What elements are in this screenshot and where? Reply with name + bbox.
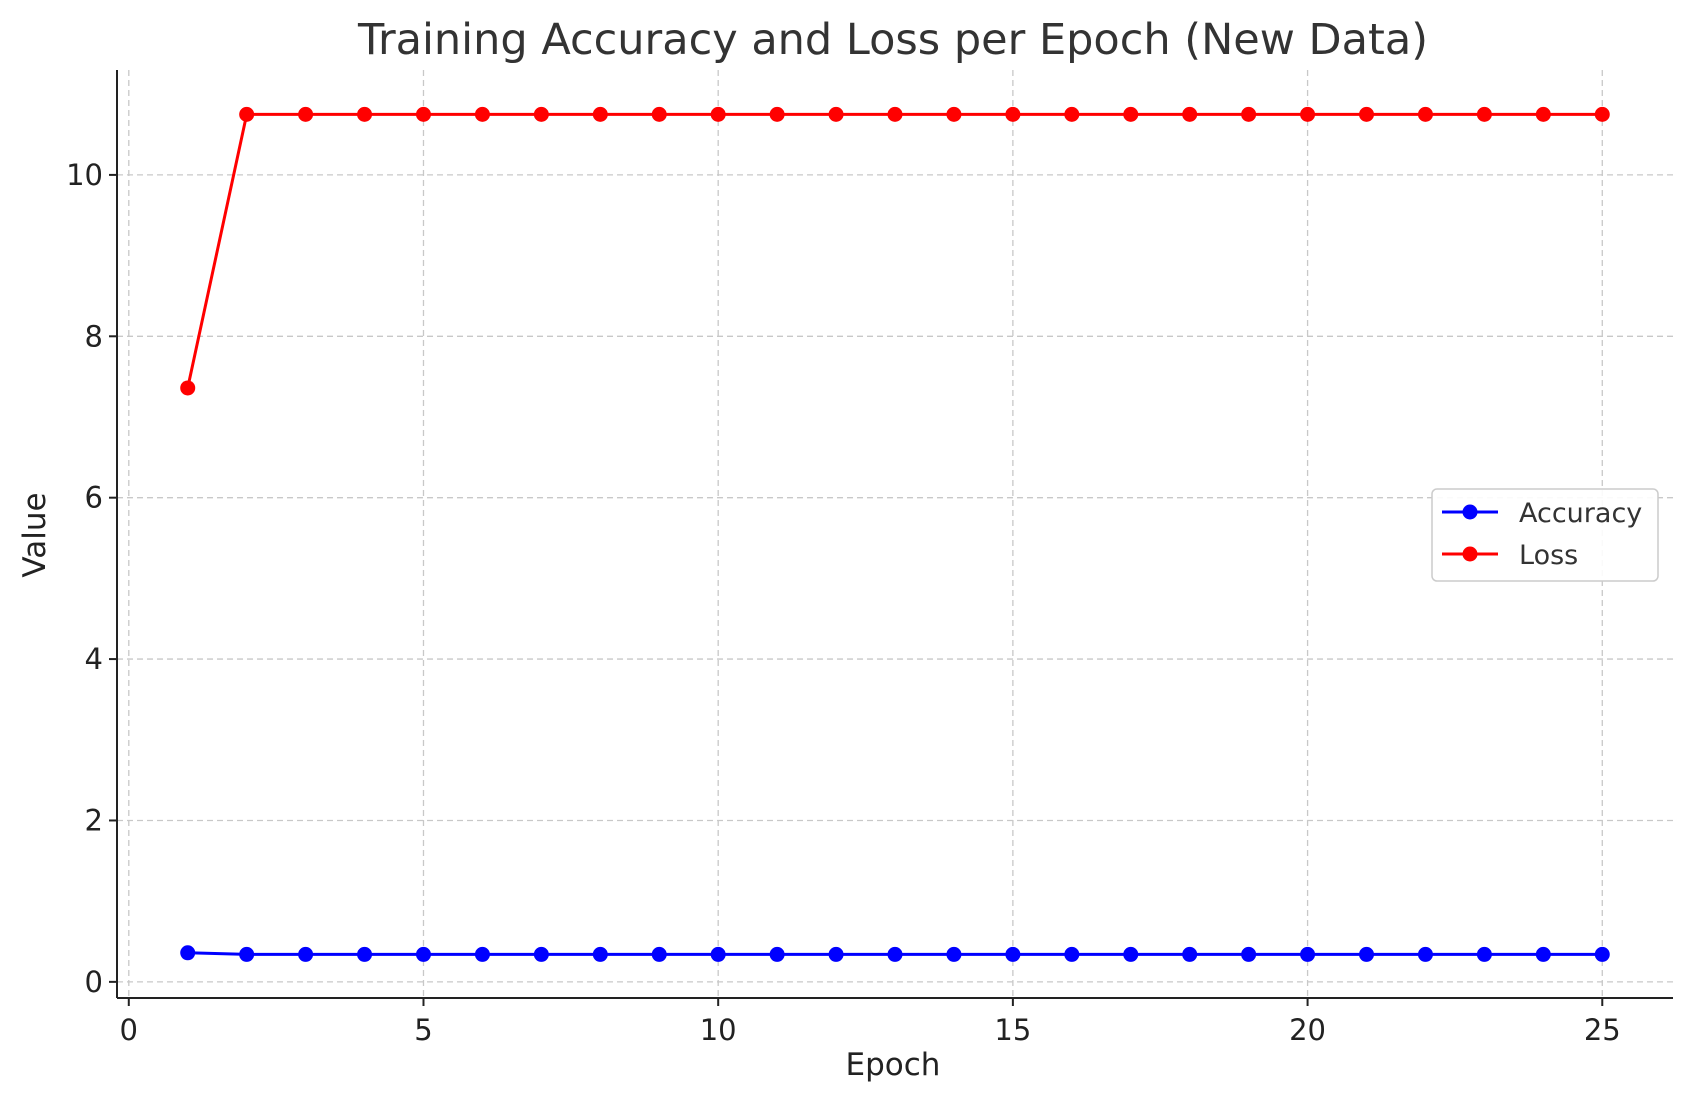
loss-point-6 bbox=[474, 106, 490, 122]
accuracy-point-21 bbox=[1359, 946, 1375, 962]
accuracy-point-16 bbox=[1064, 946, 1080, 962]
loss-point-11 bbox=[769, 106, 785, 122]
legend-label-accuracy: Accuracy bbox=[1519, 498, 1642, 529]
accuracy-point-10 bbox=[710, 946, 726, 962]
loss-point-15 bbox=[1005, 106, 1021, 122]
accuracy-point-5 bbox=[415, 946, 431, 962]
accuracy-point-23 bbox=[1476, 946, 1492, 962]
accuracy-point-9 bbox=[651, 946, 667, 962]
x-tick-label-3: 15 bbox=[994, 1013, 1031, 1047]
loss-point-10 bbox=[710, 106, 726, 122]
loss-point-17 bbox=[1123, 106, 1139, 122]
loss-point-8 bbox=[592, 106, 608, 122]
accuracy-point-6 bbox=[474, 946, 490, 962]
x-tick-label-5: 25 bbox=[1584, 1013, 1621, 1047]
accuracy-point-19 bbox=[1241, 946, 1257, 962]
accuracy-point-17 bbox=[1123, 946, 1139, 962]
accuracy-point-15 bbox=[1005, 946, 1021, 962]
loss-point-9 bbox=[651, 106, 667, 122]
loss-point-1 bbox=[180, 380, 196, 396]
loss-line bbox=[186, 112, 1603, 389]
x-axis-label: Epoch bbox=[846, 1047, 941, 1083]
accuracy-point-11 bbox=[769, 946, 785, 962]
loss-point-18 bbox=[1182, 106, 1198, 122]
chart-title: Training Accuracy and Loss per Epoch (Ne… bbox=[357, 15, 1428, 65]
accuracy-point-12 bbox=[828, 946, 844, 962]
loss-point-21 bbox=[1359, 106, 1375, 122]
loss-point-7 bbox=[533, 106, 549, 122]
accuracy-point-24 bbox=[1535, 946, 1551, 962]
accuracy-point-2 bbox=[239, 946, 255, 962]
loss-point-24 bbox=[1535, 106, 1551, 122]
accuracy-point-7 bbox=[533, 946, 549, 962]
accuracy-point-18 bbox=[1182, 946, 1198, 962]
accuracy-point-8 bbox=[592, 946, 608, 962]
x-tick-label-0: 0 bbox=[120, 1013, 138, 1047]
y-tick-label-2: 4 bbox=[85, 642, 103, 676]
y-axis-label: Value bbox=[17, 492, 53, 577]
loss-point-4 bbox=[357, 106, 373, 122]
legend: Accuracy Loss bbox=[1431, 488, 1659, 582]
legend-label-loss: Loss bbox=[1519, 540, 1578, 571]
y-tick-label-5: 10 bbox=[66, 158, 103, 192]
legend-swatch-marker-loss bbox=[1462, 546, 1478, 562]
accuracy-point-20 bbox=[1300, 946, 1316, 962]
loss-point-2 bbox=[239, 106, 255, 122]
y-tick-label-3: 6 bbox=[85, 481, 103, 515]
accuracy-point-1 bbox=[180, 945, 196, 961]
axes-layer: 0 5 10 15 20 25 0 2 4 6 8 10 bbox=[66, 70, 1673, 1047]
accuracy-point-22 bbox=[1417, 946, 1433, 962]
x-tick-label-4: 20 bbox=[1289, 1013, 1326, 1047]
x-tick-label-2: 10 bbox=[700, 1013, 737, 1047]
accuracy-point-4 bbox=[357, 946, 373, 962]
loss-point-22 bbox=[1417, 106, 1433, 122]
accuracy-point-13 bbox=[887, 946, 903, 962]
loss-point-12 bbox=[828, 106, 844, 122]
accuracy-point-25 bbox=[1594, 946, 1610, 962]
loss-point-3 bbox=[298, 106, 314, 122]
x-tick-label-1: 5 bbox=[414, 1013, 432, 1047]
y-tick-label-0: 0 bbox=[85, 965, 103, 999]
loss-point-14 bbox=[946, 106, 962, 122]
loss-point-19 bbox=[1241, 106, 1257, 122]
loss-point-20 bbox=[1300, 106, 1316, 122]
loss-point-25 bbox=[1594, 106, 1610, 122]
loss-point-13 bbox=[887, 106, 903, 122]
loss-point-5 bbox=[415, 106, 431, 122]
legend-swatch-marker-accuracy bbox=[1462, 504, 1478, 520]
series-layer bbox=[180, 106, 1610, 962]
loss-point-16 bbox=[1064, 106, 1080, 122]
accuracy-point-3 bbox=[298, 946, 314, 962]
loss-point-23 bbox=[1476, 106, 1492, 122]
y-tick-label-4: 8 bbox=[85, 319, 103, 353]
y-tick-label-1: 2 bbox=[85, 803, 103, 837]
accuracy-point-14 bbox=[946, 946, 962, 962]
